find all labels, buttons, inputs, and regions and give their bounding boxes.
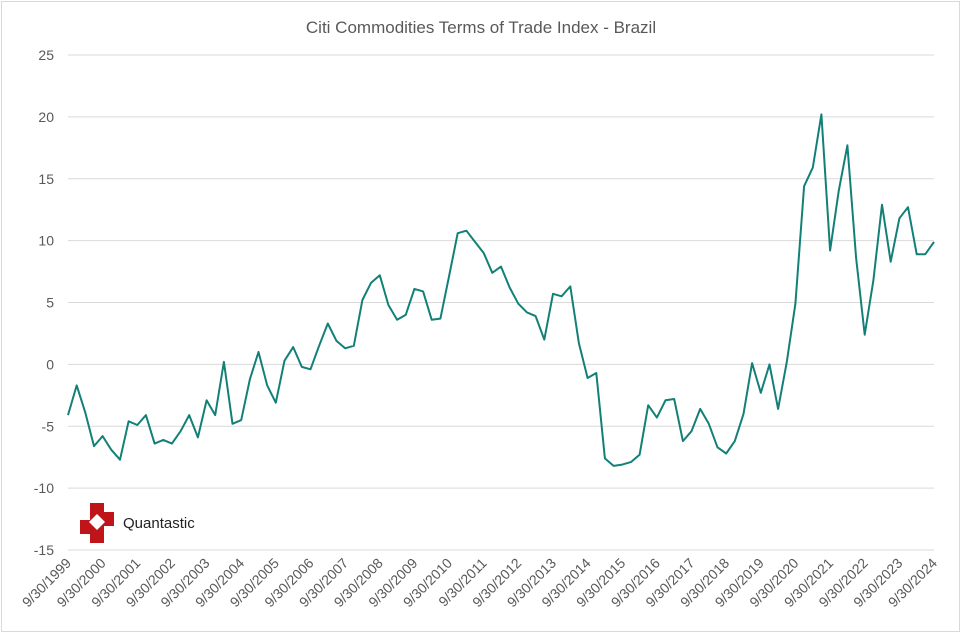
y-tick-label: 0 bbox=[46, 356, 54, 372]
logo-text: Quantastic bbox=[123, 515, 195, 532]
y-tick-label: 20 bbox=[38, 109, 54, 125]
x-axis: 9/30/19999/30/20009/30/20019/30/20029/30… bbox=[19, 555, 941, 611]
y-tick-label: 10 bbox=[38, 233, 54, 249]
quantastic-logo-icon bbox=[80, 503, 114, 543]
series-layer bbox=[67, 113, 935, 467]
quantastic-logo: Quantastic bbox=[80, 503, 195, 543]
y-tick-label: -15 bbox=[34, 542, 54, 558]
y-tick-label: -5 bbox=[42, 418, 55, 434]
series-line-brazil bbox=[67, 113, 935, 467]
y-tick-label: 25 bbox=[38, 47, 54, 63]
y-tick-label: -10 bbox=[34, 480, 54, 496]
chart-title: Citi Commodities Terms of Trade Index - … bbox=[306, 18, 656, 37]
grid-layer bbox=[68, 54, 934, 551]
logo-diamond-shape bbox=[89, 514, 105, 530]
y-tick-label: 5 bbox=[46, 295, 54, 311]
y-axis: 25 20 15 10 5 0 -5 -10 -15 bbox=[34, 47, 54, 558]
y-tick-label: 15 bbox=[38, 171, 54, 187]
